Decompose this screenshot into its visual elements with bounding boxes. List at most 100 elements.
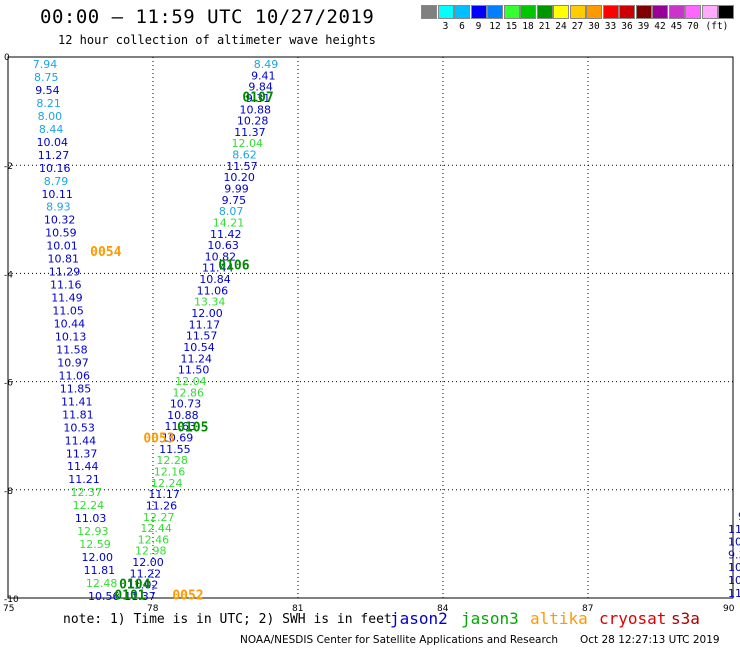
satellite-name-jason2: jason2: [390, 609, 448, 628]
legend-label: 27: [571, 21, 584, 32]
track-value-right: 12.16: [154, 465, 186, 478]
track-value-right: 12.44: [140, 522, 172, 535]
track-value-right: 10.20: [223, 171, 255, 184]
track-value-right: 10.54: [183, 341, 215, 354]
track-values: 7.948.759.548.218.008.4410.0411.2710.168…: [33, 58, 740, 603]
track-value-right: 12.98: [135, 545, 167, 558]
track-value-edge: 10.5: [728, 561, 740, 574]
legend-swatch: [520, 5, 536, 19]
legend-label: 15: [505, 21, 518, 32]
legend-swatch: [553, 5, 569, 19]
legend-swatch: [503, 5, 520, 19]
track-value-right: 10.73: [170, 398, 202, 411]
track-value-left: 10.16: [39, 162, 71, 175]
track-value-left: 11.44: [65, 434, 97, 447]
pass-label: 0054: [90, 245, 121, 260]
satellite-name-jason3: jason3: [461, 609, 519, 628]
track-value-right: 11.50: [178, 364, 210, 377]
track-value-left: 8.00: [38, 110, 63, 123]
track-value-right: 11.63: [164, 420, 196, 433]
track-value-right: 9.84: [248, 81, 273, 94]
track-value-right: 9.75: [222, 194, 247, 207]
legend-label: 18: [522, 21, 534, 32]
track-value-left: 10.13: [55, 330, 87, 343]
track-value-left: 11.27: [38, 149, 70, 162]
legend-swatch: [470, 5, 487, 19]
track-value-right: 11.57: [226, 160, 258, 173]
map-frame: [7, 56, 734, 599]
y-tick-label: 0: [4, 53, 10, 63]
map-border: [7, 56, 734, 599]
legend-swatch: [454, 5, 470, 19]
track-value-left: 11.41: [61, 395, 93, 408]
track-value-left: 11.58: [56, 343, 88, 356]
track-value-right: 12.00: [132, 556, 164, 569]
track-value-edge: 9.3: [728, 548, 740, 561]
track-value-right: 11.02: [127, 579, 159, 592]
pass-label: 0053: [143, 431, 174, 446]
x-tick-label: 78: [147, 604, 159, 614]
track-value-right: 10.82: [205, 250, 237, 263]
legend-label: 33: [604, 21, 617, 32]
track-value-left: 11.49: [51, 292, 83, 305]
track-value-left: 11.85: [60, 382, 92, 395]
track-value-right: 12.24: [151, 477, 183, 490]
track-value-right: 12.04: [231, 137, 263, 150]
track-value-right: 10.88: [167, 409, 199, 422]
track-value-right: 10.69: [162, 432, 194, 445]
legend-label: 24: [555, 21, 567, 32]
track-value-left: 10.44: [54, 318, 86, 331]
legend-swatch: [487, 5, 503, 19]
x-tick-label: 84: [437, 604, 449, 614]
track-value-right: 11.37: [124, 590, 156, 603]
chart-title: 00:00 — 11:59 UTC 10/27/2019: [40, 6, 375, 28]
satellite-name-cryosat: cryosat: [599, 609, 667, 628]
track-value-right: 12.27: [143, 511, 175, 524]
x-tick-label: 90: [723, 604, 735, 614]
y-tick-label: -8: [4, 487, 13, 497]
satellite-name-altika: altika: [530, 609, 588, 628]
legend-label: 70: [687, 21, 699, 32]
legend-swatch: [635, 5, 652, 19]
track-value-right: 10.28: [237, 115, 269, 128]
track-value-left: 7.94: [33, 58, 58, 71]
legend-label: 3: [442, 21, 449, 32]
axis-ticks: 75 78 81 84 87 90 0 -2 -4 -6 -8 -10: [3, 53, 735, 614]
track-value-edge: 10: [728, 536, 740, 549]
legend-swatch: [619, 5, 635, 19]
legend-swatch: [437, 5, 454, 19]
legend-swatch: [652, 5, 668, 19]
y-tick-label: -6: [4, 379, 13, 389]
x-tick-label: 87: [582, 604, 593, 614]
track-value-right: 12.86: [173, 386, 205, 399]
legend-swatch: [718, 5, 734, 19]
track-value-right: 12.04: [175, 375, 207, 388]
footer-note: note: 1) Time is in UTC; 2) SWH is in fe…: [63, 612, 392, 627]
track-value-left: 8.79: [44, 175, 69, 188]
track-value-left: 8.21: [36, 97, 61, 110]
track-value-edge: 11: [728, 523, 740, 536]
legend-swatch: [685, 5, 701, 19]
credit-line: NOAA/NESDIS Center for Satellite Applica…: [240, 634, 558, 646]
track-value-left: 12.24: [73, 499, 105, 512]
track-value-right: 11.17: [148, 488, 180, 501]
track-value-right: 11.55: [159, 443, 191, 456]
track-value-edge: 9: [738, 510, 740, 523]
track-value-edge: 10.7: [728, 574, 740, 587]
track-value-left: 8.75: [34, 71, 59, 84]
track-value-right: 12.00: [191, 307, 223, 320]
legend-label: 36: [621, 21, 633, 32]
chart-subtitle: 12 hour collection of altimeter wave hei…: [58, 33, 376, 47]
y-tick-label: -4: [4, 270, 13, 280]
legend-label: 12: [489, 21, 501, 32]
satellite-name-s3a: s3a: [671, 609, 700, 628]
legend-swatch: [668, 5, 685, 19]
y-tick-label: -10: [4, 595, 19, 605]
generated-timestamp: Oct 28 12:27:13 UTC 2019: [580, 634, 720, 646]
track-value-left: 11.06: [59, 369, 91, 382]
track-value-right: 12.46: [138, 533, 170, 546]
legend-swatch: [536, 5, 553, 19]
legend-swatch: [701, 5, 718, 19]
track-value-right: 11.06: [197, 284, 229, 297]
